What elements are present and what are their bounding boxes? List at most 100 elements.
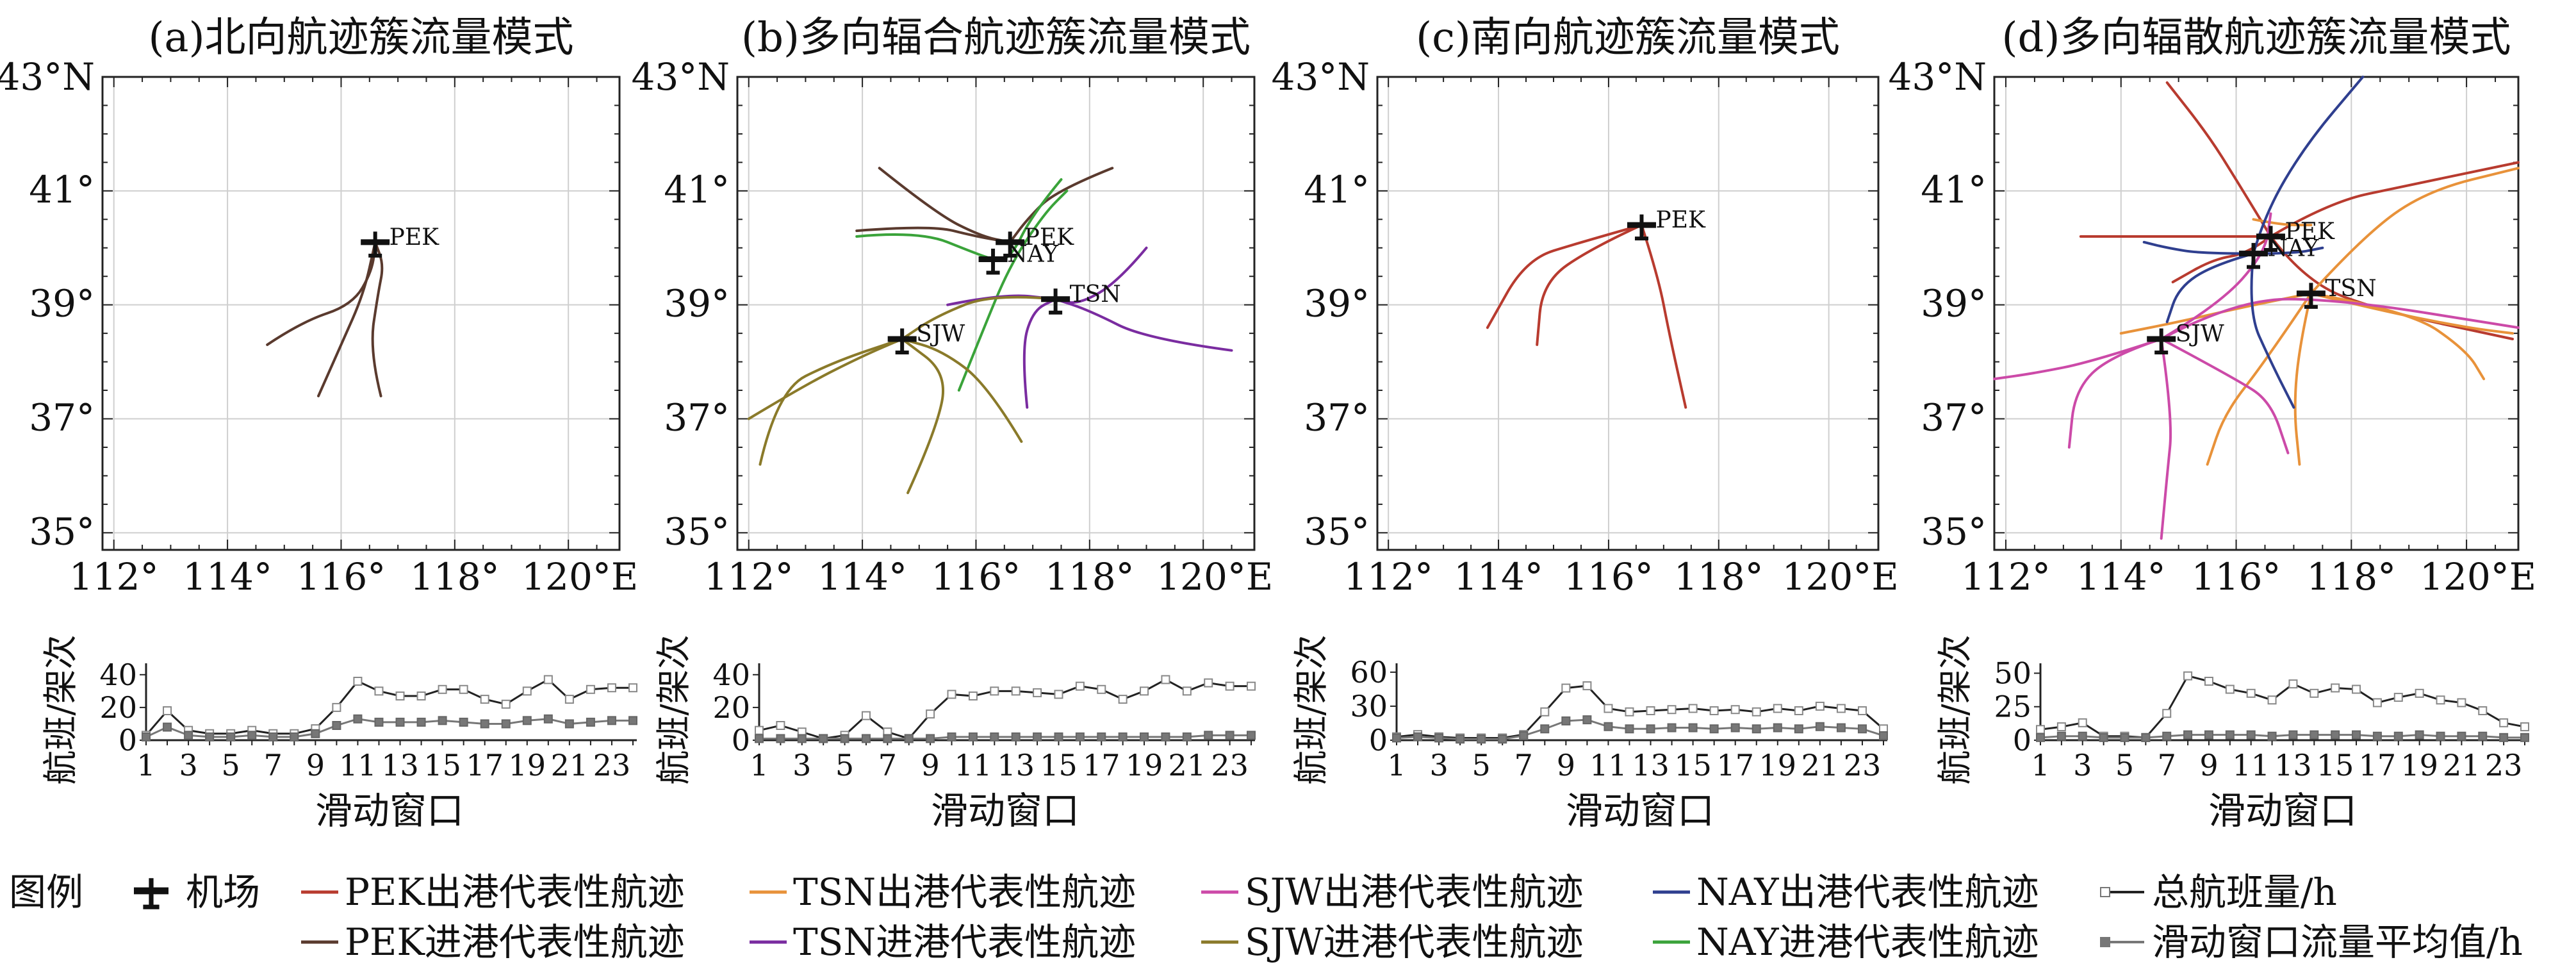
series-point [840,734,849,743]
lat-tick-label: 37° [29,395,95,439]
series-point [2309,730,2319,740]
series-point [142,732,151,741]
ts-x-tick-label: 13 [997,748,1035,783]
ts-y-axis-label: 航班/架次 [1291,634,1331,784]
lon-tick-label: 112° [1961,555,2051,599]
series-point [947,732,956,741]
ts-x-tick-label: 23 [593,748,631,783]
track-NAY_out [2250,252,2295,409]
track-TSN_out [2293,292,2313,466]
track-NAY_in [957,189,1069,392]
airport-marker-icon [996,231,1025,258]
ts-x-tick-label: 7 [264,748,283,783]
series-point [395,692,405,700]
series-point [1054,690,1063,699]
airport-pek: PEK [2256,219,2335,252]
series-point [1477,734,1486,744]
lat-tick-label: 41° [1304,168,1370,211]
ts-y-tick-label: 40 [99,658,137,692]
series-point [163,722,172,732]
series-point [2436,731,2445,741]
series-point [2372,698,2382,708]
airport-tsn: TSN [1041,281,1121,315]
series-point [861,711,871,720]
series-point [353,714,363,724]
tracks [266,240,384,397]
tracks [747,167,1233,495]
series-point [2309,688,2319,698]
ts-x-tick-label: 17 [1716,748,1754,783]
series-point [2246,730,2256,740]
legend-marker [2100,937,2110,947]
lat-tick-label: 37° [1304,395,1370,439]
series-point [2499,718,2509,727]
airport-label: PEK [2285,219,2335,245]
ts-y-tick-label: 30 [1350,689,1388,724]
ts-x-axis-label: 滑动窗口 [315,789,464,832]
series-point [2415,730,2424,740]
ts-x-tick-label: 1 [750,748,768,783]
lat-tick-label: 37° [1921,395,1987,439]
series-point [1075,732,1085,741]
series-point [1519,731,1529,740]
series-point [861,734,871,743]
series-point [883,734,892,743]
lat-tick-label: 39° [1304,282,1370,326]
series-point [2372,731,2382,741]
map-ticks [103,76,619,550]
track-SJW_in [901,338,945,495]
series-point [2141,733,2151,742]
lon-tick-label: 116° [931,555,1021,599]
airport-marker-icon [1041,288,1071,315]
ts-x-tick-label: 15 [1674,748,1712,783]
series-point [2415,688,2424,698]
airport-label: NAY [2268,236,2320,262]
ts-y-tick-label: 0 [1369,723,1388,758]
ts-x-tick-label: 15 [1040,748,1078,783]
ts-x-tick-label: 17 [466,748,504,783]
series-line [1396,684,1884,739]
series-total [2036,671,2529,742]
series-point [1054,732,1063,741]
legend-marker [2100,887,2110,897]
series-point [2267,695,2277,705]
airport-label: SJW [2176,321,2224,347]
tracks [1486,224,1687,409]
lat-tick-label: 41° [1921,168,1987,211]
series-point [374,686,384,696]
track-NAY_out [2142,240,2255,255]
series-point [755,734,764,743]
track-TSN_out [2309,167,2520,295]
series-point [543,675,553,684]
legend-title: 图例 [9,870,83,914]
series-point [1709,724,1719,734]
airport-sjw: SJW [2147,321,2224,355]
series-line [759,678,1251,740]
lon-tick-label: 120°E [1782,555,1899,599]
series-point [1794,706,1803,715]
series-point [2183,671,2193,681]
series-point [2352,684,2361,694]
series-point [628,716,637,725]
series-point [311,729,320,738]
ts-x-tick-label: 9 [921,748,939,783]
track-TSN_in [1054,246,1148,304]
series-total [755,675,1256,743]
ts-x-tick-label: 21 [1169,748,1206,783]
lat-tick-label: 43°N [0,55,95,99]
series-point [1836,704,1846,713]
series-point [1413,732,1423,741]
series-point [268,732,278,741]
series-point [1140,686,1149,696]
series-point [990,732,999,741]
series-point [1161,732,1170,741]
airport-label: TSN [1070,281,1121,308]
airport-tsn: TSN [2296,276,2377,309]
ts-y-tick-label: 20 [712,690,750,725]
track-NAY_out [2165,252,2255,324]
series-point [1709,706,1719,715]
legend-label: TSN进港代表性航迹 [793,920,1136,964]
